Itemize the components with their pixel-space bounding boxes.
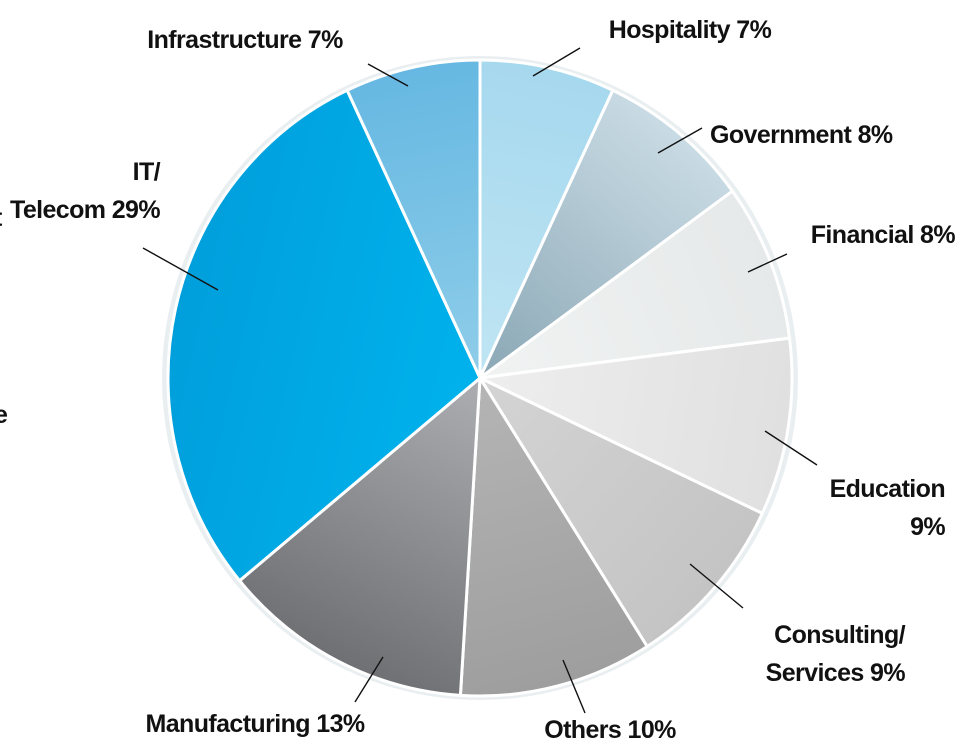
slice-label-line: Manufacturing 13% [146, 710, 365, 738]
pie-slice-consulting-services [478, 376, 764, 648]
slice-label-line: Services 9% [766, 659, 906, 687]
leader-line-manufacturing [354, 656, 384, 703]
slice-label-manufacturing: Manufacturing 13% [146, 710, 365, 738]
edge-text-fragment-bottom: e [0, 401, 8, 429]
leader-line-infrastructure [367, 63, 409, 87]
leader-line-it-telecom [142, 247, 219, 291]
slice-label-line: IT/ [133, 158, 161, 186]
pie-slice-financial [478, 189, 792, 380]
slice-label-infrastructure: Infrastructure 7% [147, 26, 343, 54]
slice-label-line: Others 10% [544, 716, 676, 744]
slice-label-consulting-services: Consulting/Services 9% [766, 621, 906, 687]
leader-line-government [657, 127, 703, 154]
pie-slice-it-telecom [166, 88, 482, 583]
slice-label-line: Education [830, 475, 945, 503]
slice-label-financial: Financial 8% [811, 221, 956, 249]
slice-label-line: Telecom 29% [10, 196, 160, 224]
slice-label-hospitality: Hospitality 7% [609, 16, 772, 44]
pie-slice-government [478, 88, 734, 380]
pie-slice-manufacturing [238, 376, 482, 697]
slice-label-line: Consulting/ [774, 621, 906, 649]
leader-line-education [764, 430, 818, 466]
slice-label-line: Government 8% [710, 121, 893, 149]
leader-line-financial [747, 253, 788, 273]
slice-label-line: Hospitality 7% [609, 16, 772, 44]
leader-line-consulting-services [689, 563, 744, 609]
leader-line-others [562, 659, 586, 714]
pie-slice-infrastructure [345, 58, 482, 380]
slice-labels: Hospitality 7% Government 8% Financial 8% E… [10, 16, 956, 744]
slice-label-line: Infrastructure 7% [147, 26, 343, 54]
leader-lines [142, 47, 818, 714]
slice-label-government: Government 8% [710, 121, 893, 149]
pie-slices [166, 58, 794, 698]
edge-text-fragment-top: t [0, 204, 3, 232]
slice-label-others: Others 10% [544, 716, 676, 744]
slice-label-line: Financial 8% [811, 221, 956, 249]
slice-label-education: Education 9% [830, 475, 946, 541]
pie-slice-education [478, 336, 794, 515]
slice-label-line: 9% [910, 513, 945, 541]
leader-line-hospitality [532, 47, 581, 77]
slice-label-it-telecom: IT/Telecom 29% [10, 158, 161, 224]
pie-slice-others [458, 376, 649, 698]
